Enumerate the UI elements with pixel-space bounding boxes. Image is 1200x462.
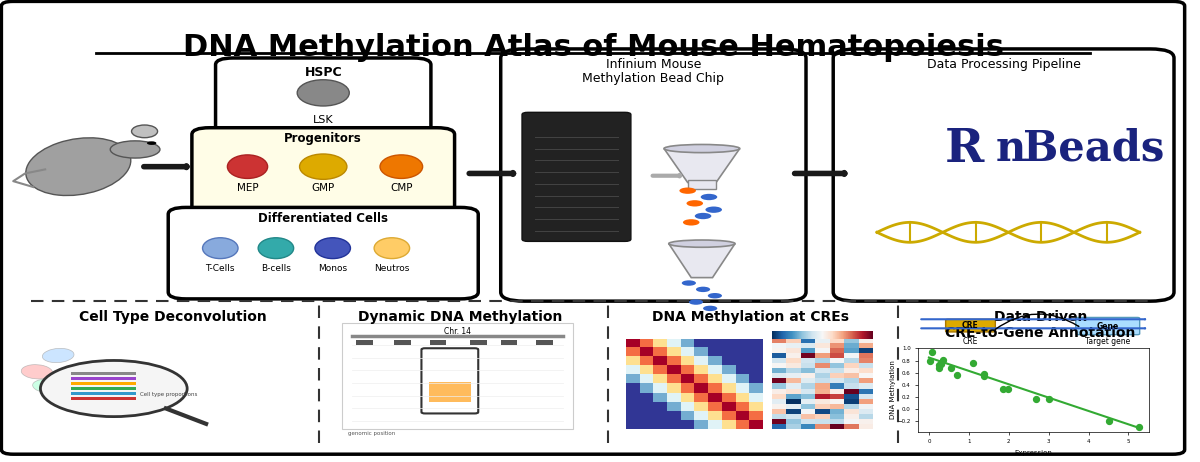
Bar [71, 392, 137, 395]
FancyBboxPatch shape [522, 112, 631, 241]
FancyBboxPatch shape [192, 128, 455, 222]
FancyBboxPatch shape [216, 58, 431, 142]
Circle shape [146, 141, 156, 145]
Text: Cell Type Deconvolution: Cell Type Deconvolution [79, 310, 266, 324]
Text: Data Processing Pipeline: Data Processing Pipeline [926, 59, 1080, 72]
Circle shape [701, 194, 718, 200]
Bar [342, 323, 572, 429]
Bar [71, 382, 137, 385]
Bar [500, 340, 517, 345]
Text: CMP: CMP [390, 182, 413, 193]
Ellipse shape [66, 366, 97, 381]
Text: CRE: CRE [962, 337, 978, 346]
Bar [356, 340, 373, 345]
Text: Gene: Gene [1097, 322, 1118, 330]
Text: HSPC: HSPC [305, 66, 342, 79]
Text: Cell type proportions: Cell type proportions [140, 392, 197, 397]
Text: Infinium Mouse: Infinium Mouse [606, 59, 701, 72]
Ellipse shape [374, 238, 409, 259]
Bar [536, 340, 553, 345]
Ellipse shape [258, 238, 294, 259]
Ellipse shape [42, 348, 74, 363]
FancyBboxPatch shape [500, 49, 806, 301]
Text: Methylation Bead Chip: Methylation Bead Chip [582, 73, 725, 85]
Ellipse shape [26, 138, 131, 195]
Ellipse shape [22, 365, 53, 379]
Circle shape [683, 219, 700, 225]
Ellipse shape [227, 155, 268, 178]
Circle shape [696, 286, 710, 292]
Bar [428, 382, 472, 402]
FancyBboxPatch shape [833, 49, 1174, 301]
Text: Target gene: Target gene [1085, 337, 1130, 346]
Text: MEP: MEP [236, 182, 258, 193]
Text: GMP: GMP [312, 182, 335, 193]
Circle shape [706, 207, 722, 213]
Text: Data Driven
CRE-to-Gene Annotation: Data Driven CRE-to-Gene Annotation [946, 310, 1135, 340]
Ellipse shape [380, 155, 422, 178]
Ellipse shape [203, 238, 238, 259]
Text: Progenitors: Progenitors [284, 132, 362, 145]
Text: CRE: CRE [962, 321, 979, 330]
Bar [71, 387, 137, 390]
Bar [395, 340, 410, 345]
Circle shape [682, 280, 696, 286]
Text: DNA Methylation at CREs: DNA Methylation at CREs [652, 310, 848, 324]
Circle shape [695, 213, 712, 219]
Ellipse shape [78, 376, 109, 390]
Ellipse shape [298, 80, 349, 106]
Ellipse shape [664, 145, 739, 152]
Bar [688, 180, 716, 189]
Bar [71, 397, 137, 400]
FancyBboxPatch shape [168, 207, 479, 299]
Circle shape [41, 360, 187, 417]
Text: Dynamic DNA Methylation: Dynamic DNA Methylation [359, 310, 563, 324]
Text: Beads: Beads [1022, 128, 1164, 170]
Circle shape [679, 188, 696, 194]
Circle shape [703, 306, 718, 311]
Circle shape [708, 293, 722, 298]
Ellipse shape [300, 154, 347, 179]
Text: LSK: LSK [313, 116, 334, 126]
Ellipse shape [32, 379, 65, 393]
Text: Chr. 14: Chr. 14 [444, 327, 472, 335]
Bar [430, 340, 446, 345]
Bar [71, 377, 137, 380]
FancyBboxPatch shape [946, 319, 995, 332]
Text: Neutros: Neutros [374, 264, 409, 273]
Circle shape [689, 299, 703, 305]
Polygon shape [664, 149, 739, 182]
Ellipse shape [668, 240, 736, 247]
Ellipse shape [132, 125, 157, 138]
FancyBboxPatch shape [1, 1, 1184, 454]
Text: R: R [944, 126, 984, 171]
Text: Monos: Monos [318, 264, 347, 273]
Text: Differentiated Cells: Differentiated Cells [258, 212, 389, 225]
Text: T-Cells: T-Cells [205, 264, 235, 273]
Circle shape [686, 200, 703, 207]
Polygon shape [668, 243, 736, 278]
Ellipse shape [314, 238, 350, 259]
Text: B-cells: B-cells [260, 264, 290, 273]
Ellipse shape [110, 141, 160, 158]
FancyBboxPatch shape [1075, 317, 1140, 334]
Bar [470, 340, 486, 345]
Text: genomic position: genomic position [348, 431, 395, 436]
Text: DNA Methylation Atlas of Mouse Hematopoiesis: DNA Methylation Atlas of Mouse Hematopoi… [182, 33, 1003, 62]
Text: n: n [995, 128, 1026, 170]
Bar [71, 372, 137, 376]
